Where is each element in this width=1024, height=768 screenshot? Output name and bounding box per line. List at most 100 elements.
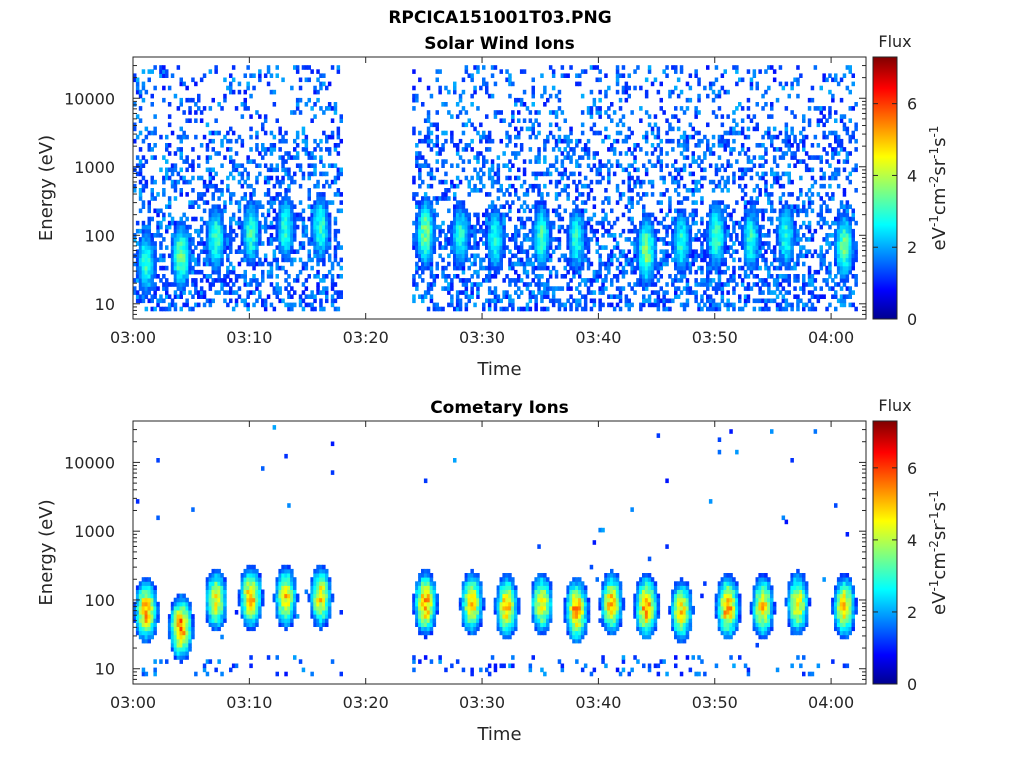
spectrogram-cell (491, 73, 495, 78)
spectrogram-cell (820, 118, 824, 123)
spectrogram-cell (415, 270, 419, 275)
spectrogram-cell (511, 266, 514, 271)
spectrogram-cell (148, 204, 152, 209)
spectrogram-cell (590, 237, 594, 242)
spectrogram-cell (214, 213, 218, 218)
spectrogram-cell (299, 110, 303, 115)
spectrogram-cell (331, 286, 335, 291)
spectrogram-cell (619, 299, 623, 304)
spectrogram-cell (168, 151, 172, 156)
spectrogram-cell (822, 258, 826, 263)
spectrogram-cell (337, 143, 341, 148)
spectrogram-cell (226, 176, 230, 181)
spectrogram-cell (200, 118, 204, 123)
spectrogram-cell (287, 196, 291, 201)
spectrogram-cell (636, 143, 640, 148)
spectrogram-cell (770, 168, 774, 173)
spectrogram-cell (299, 168, 303, 173)
spectrogram-cell (549, 274, 553, 279)
spectrogram-cell (229, 245, 233, 250)
spectrogram-cell (249, 114, 253, 119)
spectrogram-cell (694, 221, 698, 226)
spectrogram-cell (459, 98, 463, 103)
spectrogram-cell (654, 245, 658, 250)
spectrogram-cell (180, 155, 184, 160)
spectrogram-cell (479, 139, 483, 144)
spectrogram-cell (735, 69, 739, 74)
spectrogram-cell (456, 176, 460, 181)
spectrogram-cell (226, 254, 230, 259)
spectrogram-cell (549, 225, 553, 230)
spectrogram-cell (340, 258, 344, 263)
spectrogram-cell (561, 217, 565, 222)
spectrogram-cell (750, 176, 754, 181)
spectrogram-cell (249, 73, 253, 78)
spectrogram-cell (485, 114, 489, 119)
spectrogram-cell (529, 110, 533, 115)
spectrogram-cell (543, 262, 547, 267)
spectrogram-cell (770, 106, 774, 111)
spectrogram-cell (418, 172, 422, 177)
spectrogram-cell (578, 139, 582, 144)
spectrogram-cell (252, 86, 256, 91)
spectrogram-cell (214, 184, 218, 189)
spectrogram-cell (447, 303, 451, 308)
spectrogram-cell (334, 106, 338, 111)
spectrogram-cell (229, 249, 233, 254)
spectrogram-cell (447, 225, 451, 230)
spectrogram-cell (249, 262, 253, 267)
spectrogram-cell (747, 233, 751, 238)
spectrogram-cell (133, 286, 137, 291)
spectrogram-cell (764, 209, 768, 214)
spectrogram-cell (630, 217, 634, 222)
spectrogram-cell (726, 180, 730, 185)
spectrogram-cell (305, 135, 309, 140)
spectrogram-cell (299, 294, 303, 299)
spectrogram-cell (182, 266, 186, 271)
spectrogram-cell (220, 286, 224, 291)
spectrogram-cell (709, 163, 713, 168)
spectrogram-cell (229, 155, 233, 160)
spectrogram-cell (683, 270, 687, 275)
spectrogram-cell (805, 151, 809, 156)
spectrogram-cell (322, 278, 326, 283)
spectrogram-cell (598, 90, 602, 95)
spectrogram-cell (790, 213, 794, 218)
spectrogram-cell (671, 139, 675, 144)
spectrogram-cell (822, 254, 826, 259)
spectrogram-cell (561, 151, 565, 156)
spectrogram-cell (715, 200, 719, 205)
spectrogram-cell (651, 151, 655, 156)
spectrogram-cell (476, 241, 480, 246)
spectrogram-cell (738, 258, 742, 263)
spectrogram-cell (782, 245, 786, 250)
spectrogram-cell (258, 73, 262, 78)
spectrogram-cell (767, 131, 771, 136)
spectrogram-cell (540, 196, 544, 201)
spectrogram-cell (648, 65, 652, 70)
spectrogram-cell (747, 299, 751, 304)
spectrogram-cell (430, 266, 434, 271)
spectrogram-cell (470, 274, 474, 279)
spectrogram-cell (648, 123, 652, 128)
spectrogram-cell (724, 237, 728, 242)
spectrogram-cell (136, 82, 140, 87)
spectrogram-cell (689, 245, 693, 250)
spectrogram-cell (438, 69, 442, 74)
spectrogram-cell (270, 151, 274, 156)
spectrogram-cell (532, 278, 536, 283)
spectrogram-cell (741, 266, 745, 271)
spectrogram-cell (470, 139, 474, 144)
spectrogram-cell (241, 143, 245, 148)
spectrogram-cell (665, 262, 669, 267)
spectrogram-cell (148, 229, 152, 234)
spectrogram-cell (782, 86, 786, 91)
spectrogram-cell (785, 299, 789, 304)
spectrogram-cell (692, 217, 696, 222)
spectrogram-cell (700, 266, 704, 271)
spectrogram-cell (593, 155, 597, 160)
spectrogram-cell (628, 307, 632, 312)
spectrogram-cell (328, 233, 332, 238)
spectrogram-cell (433, 249, 437, 254)
spectrogram-cell (660, 274, 664, 279)
